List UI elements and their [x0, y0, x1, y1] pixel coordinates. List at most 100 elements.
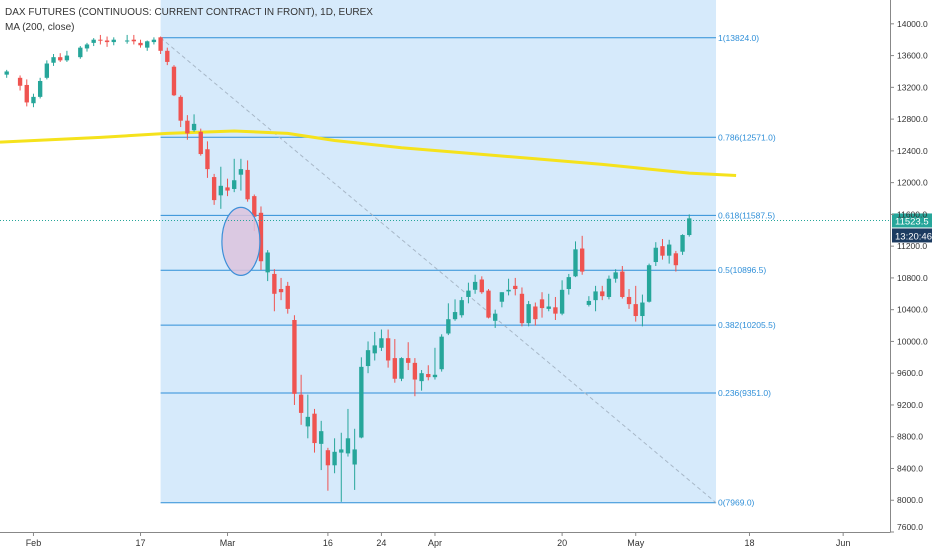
ellipse-layer: [221, 206, 261, 276]
price-tag-bg: [892, 213, 932, 228]
candle-body: [325, 450, 331, 466]
candle-body: [472, 281, 478, 290]
candle-body: [272, 273, 277, 294]
candle-body: [439, 336, 444, 370]
candle-body: [111, 39, 116, 43]
candle-body: [64, 55, 70, 61]
y-tick-label: 8800.0: [897, 432, 923, 442]
x-tick-label: Mar: [220, 538, 236, 548]
candle-body: [305, 416, 310, 427]
candle-body: [151, 39, 157, 43]
candle-body: [385, 338, 391, 361]
candle-body: [519, 293, 525, 324]
candle-body: [600, 291, 605, 297]
candle-body: [332, 451, 337, 466]
candle-body: [124, 40, 130, 42]
candle-body: [580, 248, 585, 272]
candle-body: [292, 319, 297, 394]
candle-body: [225, 187, 230, 191]
candle-body: [559, 289, 565, 314]
candle-body: [24, 84, 29, 103]
candle-body: [245, 169, 250, 200]
fib-level-label: 0.382(10205.5): [718, 320, 776, 330]
candle-body: [660, 246, 665, 256]
y-tick-label: 12400.0: [897, 146, 928, 156]
x-tick-label: 17: [136, 538, 146, 548]
candle-body: [466, 290, 471, 297]
time-tag-value: 13:20:46: [895, 231, 932, 242]
candle-body: [459, 300, 464, 316]
candle-body: [58, 57, 63, 61]
candle-body: [252, 196, 257, 217]
x-tick-label: 24: [376, 538, 386, 548]
x-tick-label: 18: [744, 538, 754, 548]
candle-body: [553, 307, 558, 314]
y-tick-label: 8000.0: [897, 495, 923, 505]
x-tick-label: 16: [323, 538, 333, 548]
candle-body: [205, 149, 210, 170]
time-tag-bg: [892, 228, 932, 243]
indicator-label: MA (200, close): [5, 22, 75, 33]
price-tag-value: 11523.5: [895, 216, 929, 227]
y-tick-label: 8400.0: [897, 463, 923, 473]
candle-body: [232, 180, 237, 189]
x-tick-label: Jun: [836, 538, 851, 548]
candle-body: [499, 292, 505, 302]
candle-body: [687, 218, 692, 236]
candle-body: [546, 306, 551, 309]
candle-body: [238, 169, 244, 175]
candle-body: [446, 319, 451, 334]
candle-body: [620, 271, 625, 297]
y-tick-label: 11600.0: [897, 209, 927, 219]
candle-body: [506, 289, 511, 292]
candle-body: [298, 394, 304, 413]
y-tick-label: 13200.0: [897, 82, 928, 92]
candle-body: [178, 96, 183, 121]
candle-body: [352, 449, 357, 465]
candle-body: [84, 44, 90, 49]
candle-body: [680, 235, 685, 252]
candle-body: [566, 277, 571, 290]
candle-body: [345, 438, 351, 454]
candle-body: [17, 77, 23, 86]
candle-body: [533, 306, 538, 320]
candle-body: [285, 285, 290, 309]
candle-body: [131, 39, 137, 42]
candle-body: [365, 350, 371, 367]
candle-body: [372, 345, 377, 354]
candle-body: [412, 362, 418, 380]
x-tick-label: Feb: [26, 538, 42, 548]
fib-level-label: 0.618(11587.5): [718, 210, 775, 220]
candle-body: [339, 449, 344, 453]
candle-body: [626, 296, 632, 305]
fib-level-label: 0.5(10896.5): [718, 265, 766, 275]
candle-body: [673, 253, 679, 266]
x-tick-label: Apr: [428, 538, 442, 548]
ma-200-line: [0, 129, 737, 177]
candle-body: [37, 80, 43, 97]
y-tick-label: 9600.0: [897, 368, 923, 378]
candle-body: [399, 358, 404, 379]
candle-body: [613, 272, 618, 279]
fib-lines-layer: 1(13824.0) 0.786(12571.0) 0.618(11587.5) 0.…: [160, 33, 776, 508]
candle-body: [406, 358, 411, 363]
y-tick-label: 12000.0: [897, 178, 928, 188]
y-tick-label: 10400.0: [897, 305, 928, 315]
candle-body: [185, 120, 190, 134]
y-tick-label: 14000.0: [897, 19, 928, 29]
candle-body: [171, 66, 177, 96]
candle-body: [319, 431, 324, 444]
candle-body: [51, 57, 56, 63]
candle-body: [78, 47, 83, 58]
candle-body: [165, 50, 170, 62]
candle-body: [640, 302, 645, 317]
candle-body: [479, 279, 484, 293]
y-tick-label: 7600.0: [897, 522, 923, 532]
candle-body: [44, 63, 50, 78]
candle-body: [586, 300, 592, 305]
highlight-ellipse: [221, 206, 261, 276]
candle-body: [359, 366, 364, 438]
candle-body: [633, 304, 638, 317]
fib-level-label: 1(13824.0): [718, 33, 759, 43]
